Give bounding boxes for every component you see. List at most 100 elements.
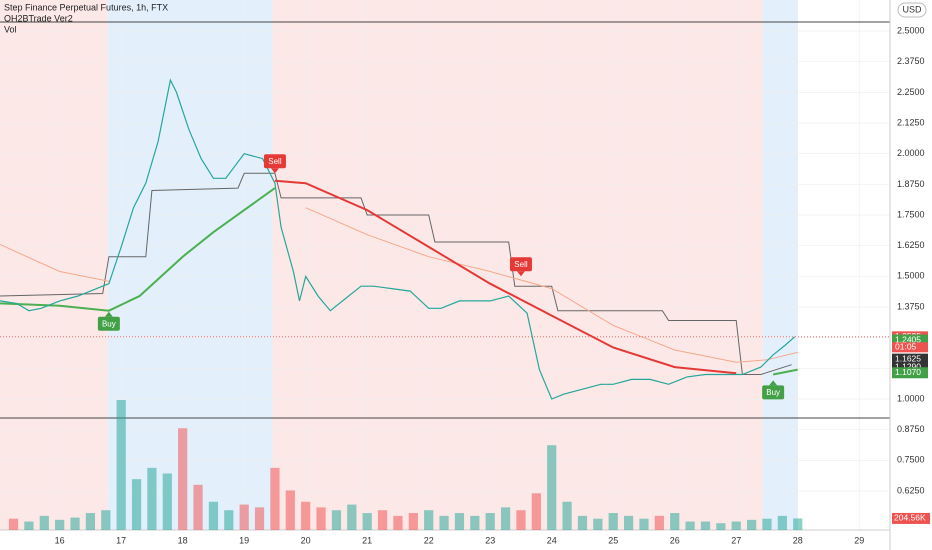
volume-bar (8, 518, 19, 530)
volume-bar (547, 445, 557, 530)
background (0, 0, 890, 530)
volume-bar (362, 513, 372, 530)
volume-bar (731, 521, 741, 530)
volume-bar (285, 490, 295, 530)
y-tick-label: 1.6250 (897, 240, 925, 250)
volume-bar (424, 510, 434, 530)
volume-bar (24, 521, 34, 530)
volume-bar (639, 518, 649, 530)
price-tag-label: 1.1625 (895, 353, 921, 363)
volume-bar (316, 507, 326, 530)
x-tick-label: 17 (116, 535, 126, 545)
currency-badge[interactable] (897, 2, 927, 18)
session-region (0, 0, 108, 530)
signal-badge (762, 385, 785, 400)
signal-label: Buy (102, 319, 116, 328)
x-tick-label: 18 (178, 535, 188, 545)
volume-bar (331, 510, 342, 530)
volume-bar (623, 515, 634, 530)
series-line (0, 172, 792, 375)
volume-bar (454, 513, 465, 530)
volume-bar (208, 501, 219, 530)
y-tick-label: 0.6250 (897, 485, 925, 495)
volume-label: Vol (4, 24, 17, 34)
volume-bar (516, 510, 526, 530)
volume-bar (116, 400, 126, 530)
volume-bar (793, 518, 803, 530)
y-tick-label: 1.8750 (897, 179, 925, 189)
signal-pointer (769, 380, 778, 386)
volume-bar (670, 513, 680, 530)
x-tick-label: 24 (547, 535, 557, 545)
price-tag-label: 1.1290 (895, 362, 921, 372)
volume-bar (700, 521, 711, 530)
volume-bar (254, 507, 265, 530)
volume-bar (85, 513, 96, 530)
volume-bar (39, 515, 49, 530)
price-tag (892, 334, 928, 346)
volume-bar (408, 513, 418, 530)
signal-pointer (270, 168, 279, 174)
volume-bar (224, 510, 234, 530)
series-line (772, 368, 798, 376)
volume-bar (101, 510, 111, 530)
volume-bar (685, 521, 695, 530)
x-tick-label: 22 (424, 535, 434, 545)
countdown: 01:05 (895, 342, 917, 352)
volume-bar (746, 519, 757, 530)
signal-pointer (516, 271, 525, 277)
series-line (274, 179, 737, 375)
volume-bar (270, 467, 280, 530)
volume-bar (193, 484, 203, 530)
volume-bar (762, 518, 772, 530)
volume-bar (70, 517, 80, 530)
countdown-tag (892, 342, 928, 353)
signal-label: Buy (766, 388, 780, 397)
price-tag-label: 1.2405 (895, 334, 921, 344)
x-tick-label: 27 (731, 535, 741, 545)
series-line (0, 187, 276, 312)
series-line (305, 207, 798, 363)
currency[interactable]: USD (902, 4, 922, 14)
volume-bar (55, 519, 65, 530)
signal-label: Sell (268, 157, 282, 166)
price-tag-label: 1.1070 (895, 367, 921, 377)
indicator-label: OH2BTrade Ver2 (4, 13, 73, 23)
x-tick-label: 19 (239, 535, 249, 545)
signal-badge (263, 154, 286, 169)
y-tick-label: 2.3750 (897, 56, 925, 66)
x-tick-label: 25 (608, 535, 618, 545)
volume-bar (439, 515, 449, 530)
volume-bar (562, 501, 572, 530)
y-tick-label: 2.0000 (897, 148, 925, 158)
volume-bar (777, 515, 787, 530)
volume-bar (577, 515, 588, 530)
volume-bar (608, 513, 618, 530)
x-tick-label: 26 (670, 535, 680, 545)
volume-tag (892, 512, 930, 524)
signal-label: Sell (514, 260, 528, 269)
y-tick-label: 0.7500 (897, 455, 925, 465)
volume-bar (347, 504, 357, 530)
volume-bar (178, 428, 188, 530)
x-tick-label: 20 (301, 535, 311, 545)
volume-bar (593, 518, 603, 530)
y-tick-label: 2.5000 (897, 25, 925, 35)
signal-pointer (104, 311, 113, 317)
y-tick-label: 0.8750 (897, 424, 925, 434)
volume-bar (654, 515, 664, 530)
volume-bar (147, 467, 157, 530)
volume-bar (131, 479, 142, 530)
price-tag (892, 367, 928, 379)
signal-badge (509, 257, 532, 272)
chart-title: Step Finance Perpetual Futures, 1h, FTX (4, 2, 168, 12)
y-tick-label: 1.0000 (897, 393, 925, 403)
volume-bar (716, 523, 726, 530)
y-tick-label: 1.5000 (897, 271, 925, 281)
volume-bar (301, 501, 311, 530)
volume-bar (162, 473, 172, 530)
signal-badge (97, 316, 120, 331)
y-tick-label: 1.3750 (897, 301, 925, 311)
price-tag (892, 353, 928, 365)
